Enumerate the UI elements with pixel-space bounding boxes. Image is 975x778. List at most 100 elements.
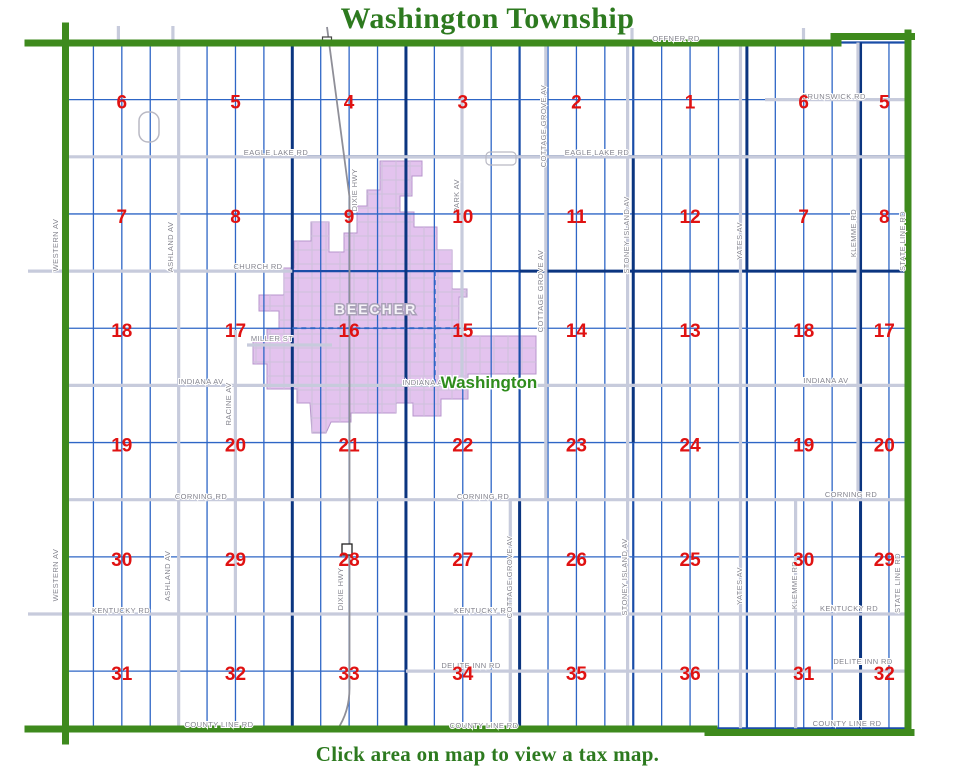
- road-label: STONEY ISLAND AV: [622, 196, 631, 273]
- section-11-r2c5[interactable]: [520, 157, 634, 271]
- section-number: 2: [571, 93, 582, 114]
- road-labels: OFFNER RD BRUNSWICK RD EAGLE LAKE RD EAGLE …: [50, 33, 908, 731]
- section-16-r3c3[interactable]: [292, 271, 406, 385]
- section-number: 19: [793, 436, 814, 457]
- section-19-r4c7[interactable]: [747, 385, 861, 499]
- section-9-r2c3[interactable]: [292, 157, 406, 271]
- section-number: 25: [680, 550, 702, 571]
- section-7-r2c7[interactable]: [747, 157, 861, 271]
- section-8-r2c8[interactable]: [861, 157, 908, 271]
- road-label: COUNTY LINE RD: [450, 721, 519, 730]
- track-outline-shape: [138, 111, 160, 143]
- section-number: 5: [879, 93, 890, 114]
- road-label: COTTAGE GROVE AV: [539, 85, 548, 167]
- section-22-r4c4[interactable]: [406, 385, 520, 499]
- section-number: 34: [452, 664, 474, 685]
- section-26-r5c5[interactable]: [520, 500, 634, 614]
- section-24-r4c6[interactable]: [633, 385, 747, 499]
- section-3-r1c4[interactable]: [406, 43, 520, 157]
- section-number: 4: [344, 93, 355, 114]
- section-number: 5: [230, 93, 241, 114]
- section-6-r1c1[interactable]: [65, 43, 179, 157]
- section-20-r4c8[interactable]: [861, 385, 908, 499]
- road-label: STONEY ISLAND AV: [620, 538, 629, 615]
- section-number: 14: [566, 321, 588, 342]
- section-number: 20: [874, 436, 895, 457]
- road-label: WESTERN AV: [51, 549, 60, 602]
- section-number: 26: [566, 550, 587, 571]
- section-number: 35: [566, 664, 588, 685]
- section-36-r6c6[interactable]: [633, 614, 747, 728]
- section-20-r4c2[interactable]: [179, 385, 293, 499]
- road-label: BRUNSWICK RD: [802, 92, 866, 101]
- section-number: 33: [339, 664, 360, 685]
- section-15-r3c4[interactable]: [406, 271, 520, 385]
- section-5-r1c2[interactable]: [179, 43, 293, 157]
- map-marker-square: [341, 543, 353, 556]
- road-label: KLEMME RD: [790, 561, 799, 609]
- section-25-r5c6[interactable]: [633, 500, 747, 614]
- section-6-r1c7[interactable]: [747, 43, 861, 157]
- road-label: ASHLAND AV: [163, 551, 172, 602]
- road-label: KENTUCKY RD: [92, 606, 150, 615]
- section-number: 32: [874, 664, 895, 685]
- section-number: 24: [680, 436, 702, 457]
- section-number: 18: [111, 321, 132, 342]
- section-30-r5c1[interactable]: [65, 500, 179, 614]
- town-labels: BEECHER Washington: [333, 300, 539, 394]
- section-23-r4c5[interactable]: [520, 385, 634, 499]
- section-31-r6c7[interactable]: [747, 614, 861, 728]
- section-19-r4c1[interactable]: [65, 385, 179, 499]
- section-17-r3c8[interactable]: [861, 271, 908, 385]
- road-label: COUNTY LINE RD: [813, 719, 882, 728]
- section-10-r2c4[interactable]: [406, 157, 520, 271]
- section-number: 19: [111, 436, 132, 457]
- section-28-r5c3[interactable]: [292, 500, 406, 614]
- section-12-r2c6[interactable]: [633, 157, 747, 271]
- section-number: 1: [685, 93, 696, 114]
- section-18-r3c7[interactable]: [747, 271, 861, 385]
- section-number: 17: [874, 321, 895, 342]
- section-number: 27: [452, 550, 473, 571]
- section-2-r1c5[interactable]: [520, 43, 634, 157]
- section-21-r4c3[interactable]: [292, 385, 406, 499]
- section-27-r5c4[interactable]: [406, 500, 520, 614]
- section-14-r3c5[interactable]: [520, 271, 634, 385]
- section-8-r2c2[interactable]: [179, 157, 293, 271]
- section-35-r6c5[interactable]: [520, 614, 634, 728]
- section-29-r5c2[interactable]: [179, 500, 293, 614]
- section-number: 7: [117, 207, 128, 228]
- section-1-r1c6[interactable]: [633, 43, 747, 157]
- road-label: ASHLAND AV: [166, 222, 175, 273]
- section-number: 6: [117, 93, 128, 114]
- section-33-r6c3[interactable]: [292, 614, 406, 728]
- road-label: EAGLE LAKE RD: [244, 148, 309, 157]
- section-32-r6c8[interactable]: [861, 614, 908, 728]
- road-label: PARK AV: [452, 179, 461, 213]
- section-number: 15: [452, 321, 474, 342]
- section-7-r2c1[interactable]: [65, 157, 179, 271]
- section-30-r5c7[interactable]: [747, 500, 861, 614]
- section-13-r3c6[interactable]: [633, 271, 747, 385]
- road-label: COTTAGE GROVE AV: [505, 536, 514, 618]
- road-label: INDIANA AV: [402, 378, 447, 387]
- section-17-r3c2[interactable]: [179, 271, 293, 385]
- section-number: 11: [566, 207, 587, 228]
- washington-label: Washington: [441, 373, 538, 392]
- beecher-label: BEECHER: [335, 301, 417, 317]
- section-number: 36: [680, 664, 701, 685]
- section-31-r6c1[interactable]: [65, 614, 179, 728]
- road-label: CORNING RD: [825, 490, 878, 499]
- section-4-r1c3[interactable]: [292, 43, 406, 157]
- section-18-r3c1[interactable]: [65, 271, 179, 385]
- section-number: 21: [339, 436, 361, 457]
- section-32-r6c2[interactable]: [179, 614, 293, 728]
- section-number: 31: [793, 664, 815, 685]
- road-label: MILLER ST: [251, 334, 293, 343]
- section-29-r5c8[interactable]: [861, 500, 908, 614]
- road-label: DELITE INN RD: [441, 661, 501, 670]
- section-5-r1c8[interactable]: [861, 43, 908, 157]
- section-click-areas: [65, 43, 908, 729]
- section-34-r6c4[interactable]: [406, 614, 520, 728]
